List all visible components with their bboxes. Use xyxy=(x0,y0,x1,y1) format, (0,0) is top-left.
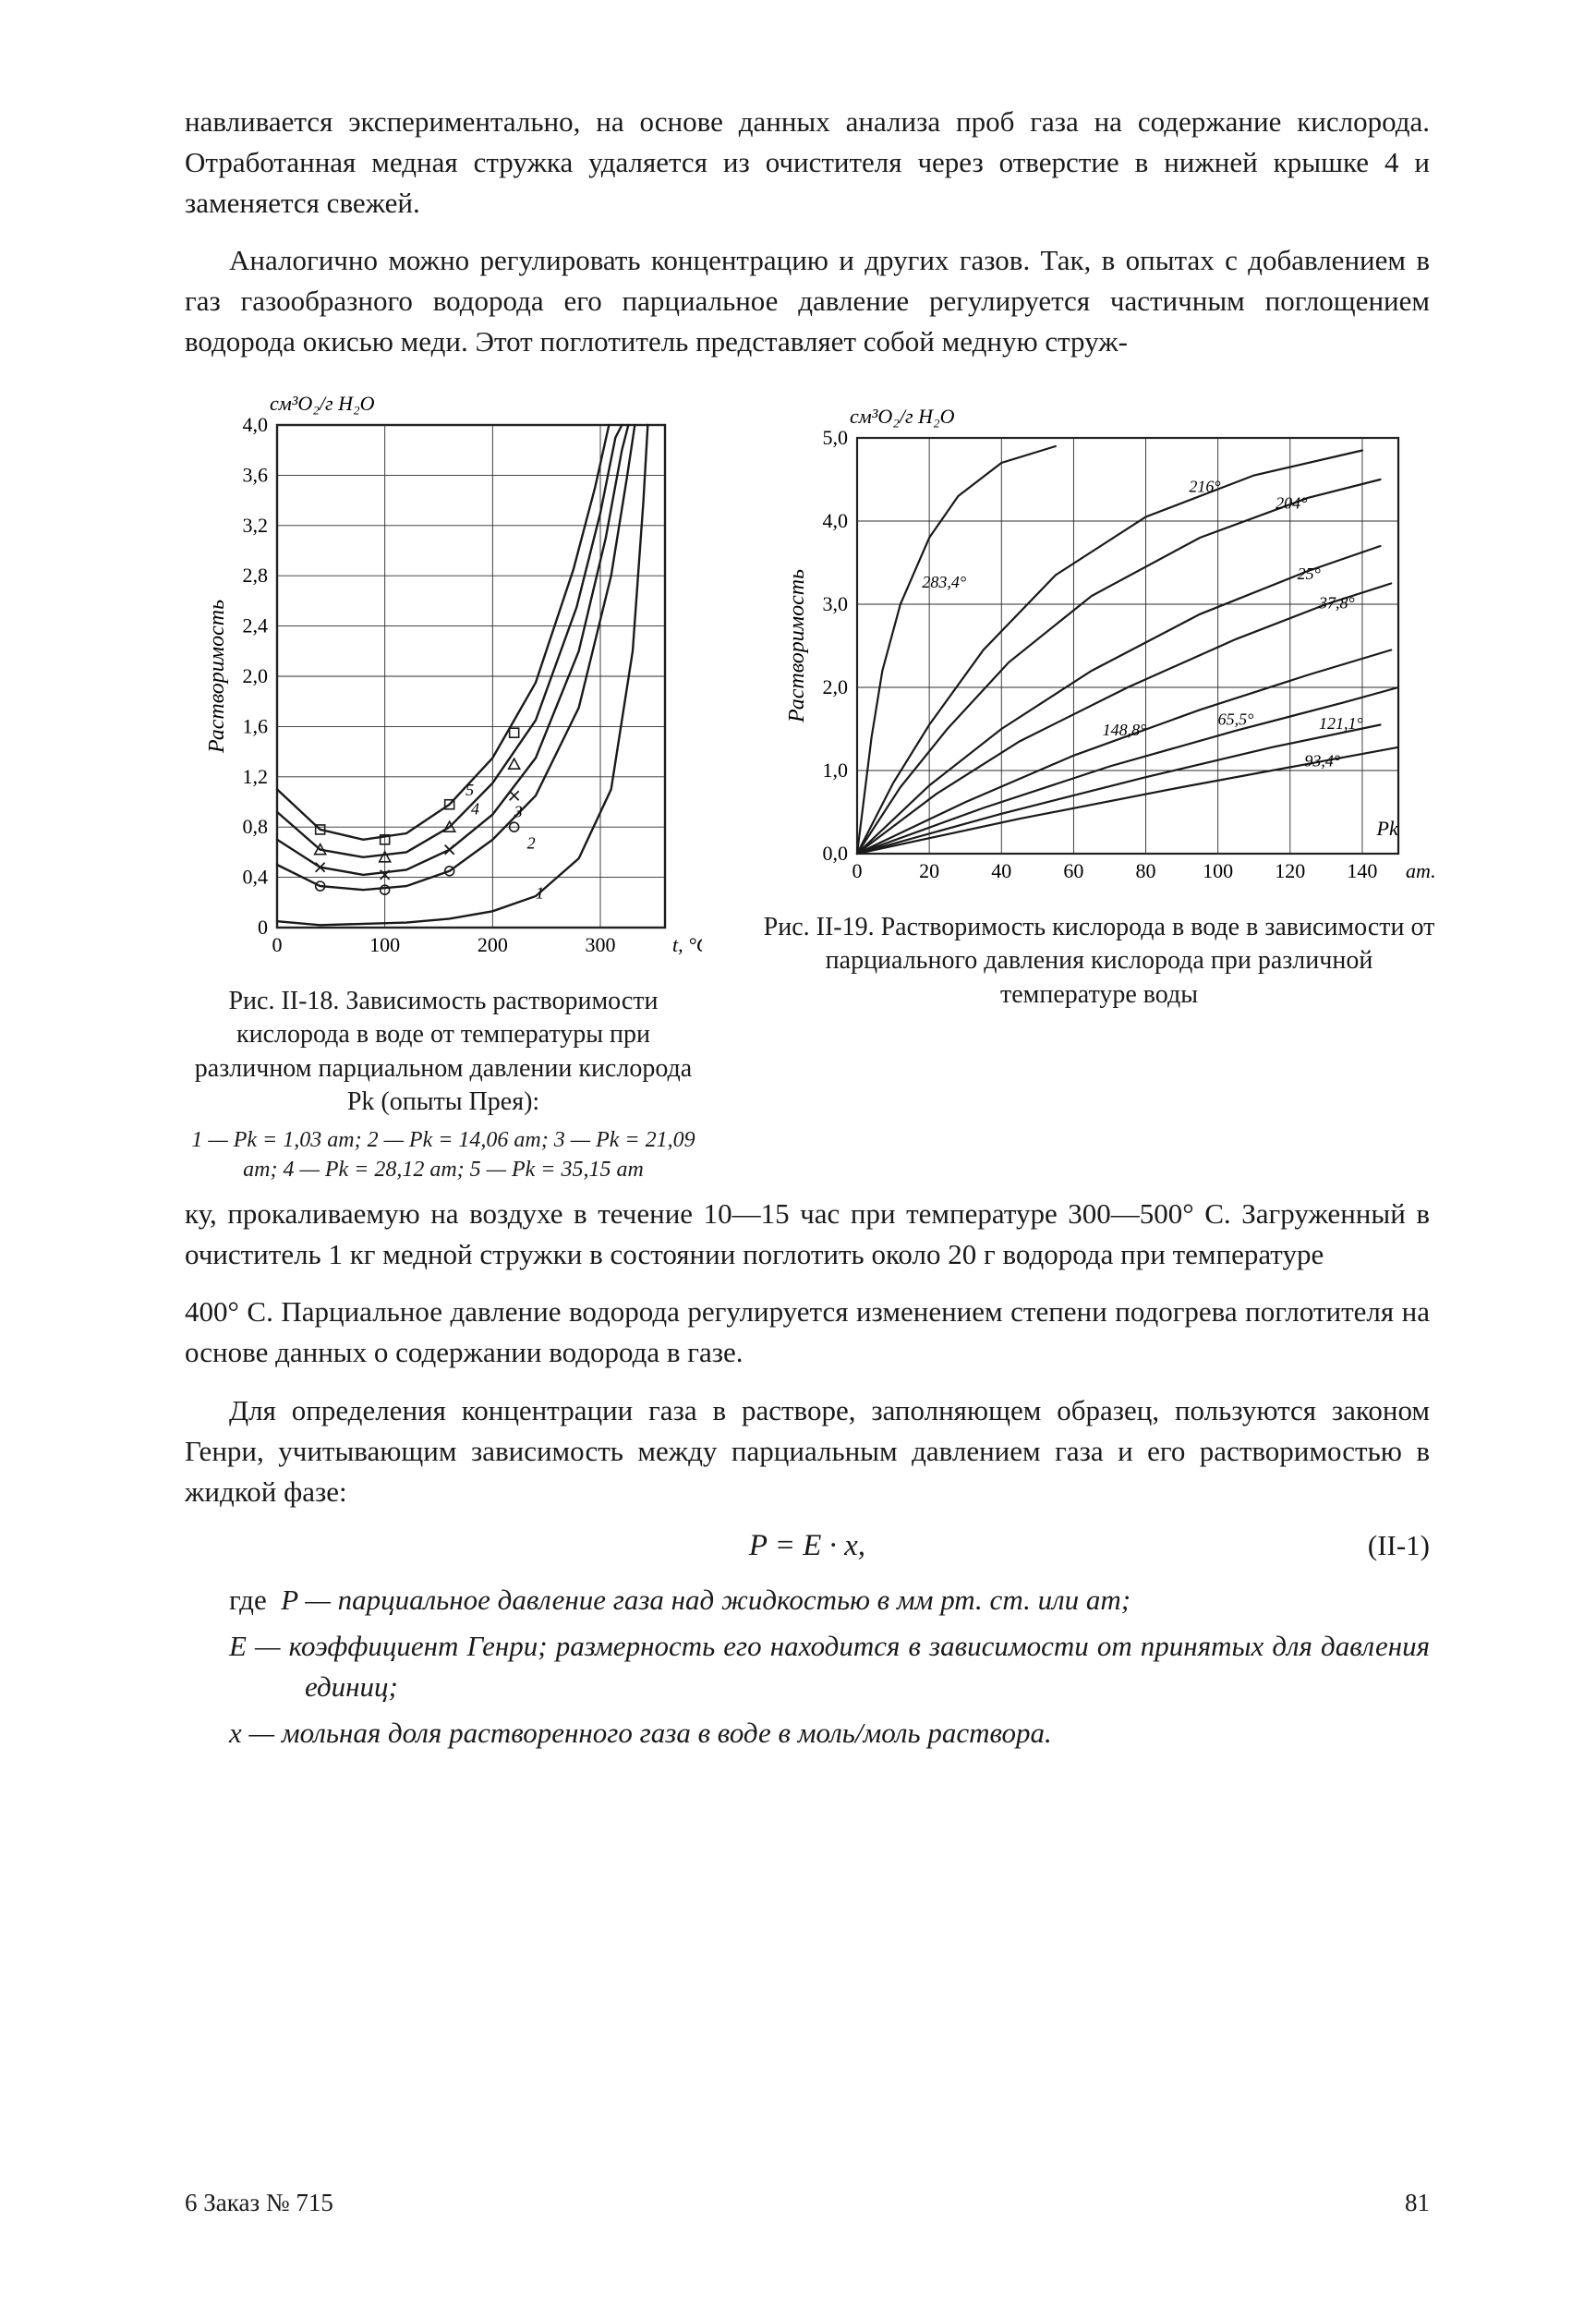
svg-text:2,0: 2,0 xyxy=(823,675,849,698)
definition-x: x — мольная доля растворенного газа в во… xyxy=(185,1713,1430,1754)
svg-text:148,8°: 148,8° xyxy=(1103,721,1147,739)
footer-left: 6 Заказ № 715 xyxy=(185,2189,333,2217)
paragraph-1: навливается экспериментально, на основе … xyxy=(185,102,1430,224)
figure-19-caption: Рис. II-19. Растворимость кислорода в во… xyxy=(757,911,1441,1012)
figure-18: см³O₂/г H₂O 0 100 200 300 0 0,4 0,8 1,2 1,6 2,0 2,4… xyxy=(185,382,702,1184)
svg-text:2,0: 2,0 xyxy=(243,664,269,687)
definition-P: где P — парциальное давление газа над жи… xyxy=(185,1580,1430,1620)
svg-text:204°: 204° xyxy=(1276,494,1307,513)
paragraph-3b: 400° C. Парциальное давление водорода ре… xyxy=(185,1292,1430,1373)
svg-text:60: 60 xyxy=(1063,859,1083,882)
svg-text:0: 0 xyxy=(272,933,283,956)
svg-text:см³O₂/г H₂O: см³O₂/г H₂O xyxy=(850,405,955,428)
figure-row: см³O₂/г H₂O010020030000,40,81,21,62,02,4… xyxy=(185,382,1430,1184)
svg-text:121,1°: 121,1° xyxy=(1319,714,1363,733)
svg-text:4: 4 xyxy=(471,800,479,819)
svg-text:3,0: 3,0 xyxy=(823,592,849,615)
svg-text:см³O₂/г H₂O: см³O₂/г H₂O xyxy=(270,392,375,415)
svg-text:2: 2 xyxy=(527,833,536,852)
paragraph-3a-text: ку, прокаливаемую на воздухе в течение 1… xyxy=(185,1197,1430,1270)
paragraph-3a: ку, прокаливаемую на воздухе в течение 1… xyxy=(185,1194,1430,1275)
svg-text:300: 300 xyxy=(586,933,616,956)
svg-text:80: 80 xyxy=(1136,859,1156,882)
equation-row: P = E · x, (II-1) xyxy=(185,1529,1430,1563)
svg-text:100: 100 xyxy=(369,933,400,956)
figure-18-caption: Рис. II-18. Зависимость растворимости ки… xyxy=(185,985,702,1120)
definition-E: E — коэффициент Генри; размерность его н… xyxy=(185,1626,1430,1707)
svg-text:3,2: 3,2 xyxy=(243,514,269,537)
svg-text:120: 120 xyxy=(1275,859,1305,882)
equation-number: (II-1) xyxy=(1368,1529,1430,1562)
svg-text:0,0: 0,0 xyxy=(823,842,849,865)
svg-text:t, °C: t, °C xyxy=(672,933,702,956)
svg-text:37,8°: 37,8° xyxy=(1318,594,1355,613)
svg-text:5: 5 xyxy=(466,781,474,799)
svg-text:Растворимость: Растворимость xyxy=(785,569,809,723)
svg-text:Pk: Pk xyxy=(1376,817,1399,840)
definition-lead: где xyxy=(229,1584,267,1616)
paragraph-4: Для определения концентрации газа в раст… xyxy=(185,1390,1430,1512)
svg-text:283,4°: 283,4° xyxy=(922,573,966,591)
svg-text:25°: 25° xyxy=(1298,564,1321,583)
svg-text:3,6: 3,6 xyxy=(243,463,269,486)
svg-text:2,4: 2,4 xyxy=(243,614,269,637)
page-number: 81 xyxy=(1405,2189,1430,2217)
figure-19: см³O₂/г H₂O 0 20 40 60 80 100 120 140 0,0 1,0 2,0 3,… xyxy=(757,382,1441,1012)
svg-text:40: 40 xyxy=(991,859,1011,882)
paragraph-2: Аналогично можно регулировать концентрац… xyxy=(185,240,1430,362)
page: навливается экспериментально, на основе … xyxy=(0,0,1596,2306)
svg-text:1: 1 xyxy=(536,884,544,903)
figure-18-legend: 1 — Pk = 1,03 ат; 2 — Pk = 14,06 ат; 3 —… xyxy=(185,1125,702,1185)
chart-18: см³O₂/г H₂O 0 100 200 300 0 0,4 0,8 1,2 1,6 2,0 2,4… xyxy=(185,382,702,974)
svg-text:1,6: 1,6 xyxy=(243,714,269,737)
svg-text:140: 140 xyxy=(1347,859,1377,882)
svg-text:Растворимость: Растворимость xyxy=(205,600,229,754)
svg-text:20: 20 xyxy=(919,859,939,882)
svg-text:93,4°: 93,4° xyxy=(1304,752,1340,771)
svg-text:0,4: 0,4 xyxy=(243,866,269,889)
svg-text:0: 0 xyxy=(852,859,863,882)
svg-text:0,8: 0,8 xyxy=(243,815,269,838)
svg-text:65,5°: 65,5° xyxy=(1218,710,1254,729)
definition-P-text: P — парциальное давление газа над жидкос… xyxy=(281,1584,1130,1616)
svg-text:4,0: 4,0 xyxy=(823,509,849,532)
svg-text:5,0: 5,0 xyxy=(823,426,849,449)
svg-text:1,2: 1,2 xyxy=(243,765,269,788)
equation: P = E · x, xyxy=(749,1529,865,1563)
svg-text:216°: 216° xyxy=(1189,478,1220,496)
svg-text:200: 200 xyxy=(478,933,508,956)
svg-text:0: 0 xyxy=(258,916,268,939)
svg-text:1,0: 1,0 xyxy=(823,759,849,782)
svg-text:4,0: 4,0 xyxy=(243,413,269,436)
svg-text:ат.: ат. xyxy=(1406,859,1436,882)
svg-text:2,8: 2,8 xyxy=(243,564,269,587)
svg-text:3: 3 xyxy=(514,802,523,820)
svg-text:100: 100 xyxy=(1203,859,1233,882)
footer: 6 Заказ № 715 81 xyxy=(185,2189,1430,2217)
chart-19: см³O₂/г H₂O 0 20 40 60 80 100 120 140 0,0 1,0 2,0 3,… xyxy=(757,382,1441,900)
